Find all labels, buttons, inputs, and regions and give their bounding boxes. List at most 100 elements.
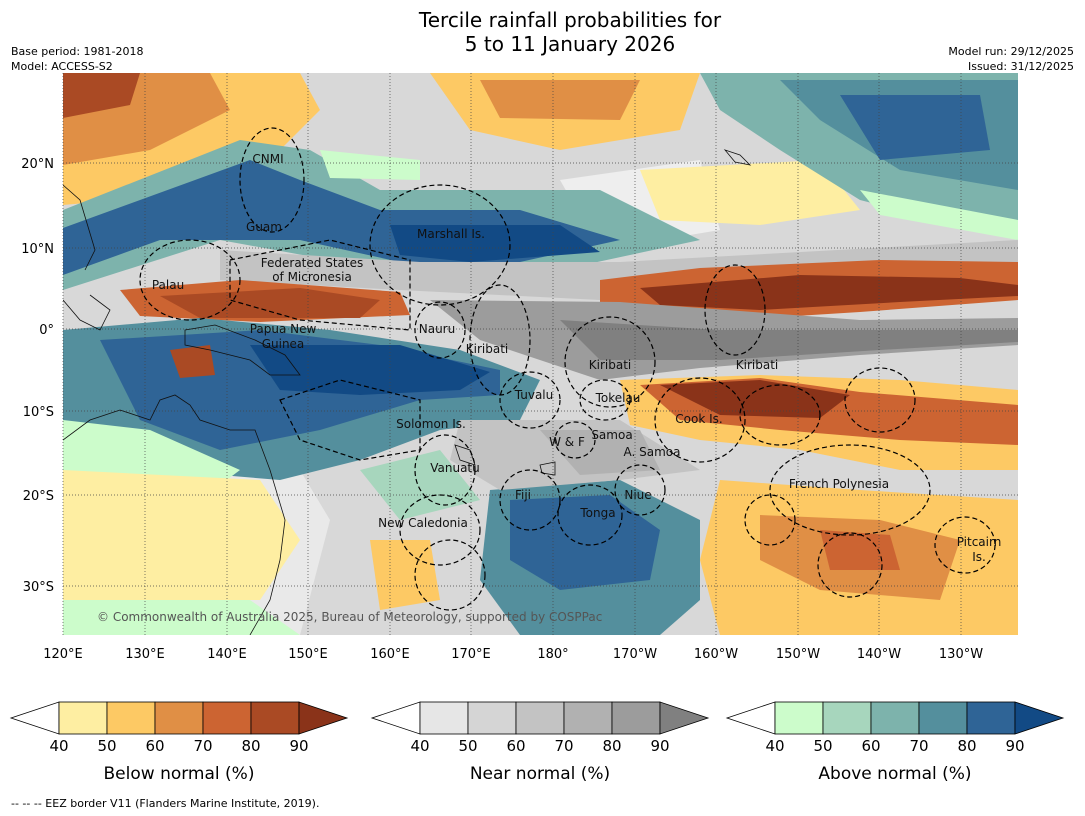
colorbar-tick: 70 <box>909 737 928 755</box>
copyright-credit: © Commonwealth of Australia 2025, Bureau… <box>97 610 602 624</box>
model-run: Model run: 29/12/2025 <box>948 45 1074 58</box>
meta-left: Base period: 1981-2018 Model: ACCESS-S2 <box>11 44 143 74</box>
colorbar-segment <box>419 701 469 735</box>
label-new-caledonia: New Caledonia <box>378 516 468 530</box>
colorbar-tick: 40 <box>49 737 68 755</box>
label-vanuatu: Vanuatu <box>430 461 480 475</box>
colorbar-tick: 50 <box>813 737 832 755</box>
label-tonga: Tonga <box>579 506 615 520</box>
colorbar-tick: 80 <box>602 737 621 755</box>
base-period: Base period: 1981-2018 <box>11 45 144 58</box>
issued-date: Issued: 31/12/2025 <box>967 60 1074 73</box>
colorbars: 40 50 60 70 80 90 Below normal (%) 40 50 60 70 80 90… <box>9 701 1065 784</box>
colorbar-tick: 50 <box>458 737 477 755</box>
colorbar-segment <box>966 701 1016 735</box>
label-french-polynesia: French Polynesia <box>789 477 889 491</box>
lon-label: 150°W <box>776 647 820 662</box>
colorbar-tick: 40 <box>765 737 784 755</box>
colorbar-segment <box>611 701 661 735</box>
longitude-labels: 120°E 130°E 140°E 150°E 160°E 170°E 180°… <box>43 647 983 662</box>
label-kiribati-east: Kiribati <box>736 358 778 372</box>
colorbar-above: 40 50 60 70 80 90 Above normal (%) <box>725 701 1065 784</box>
label-kiribati-west: Kiribati <box>466 342 508 356</box>
graticule <box>62 73 1018 635</box>
colorbar-label: Near normal (%) <box>470 764 610 784</box>
colorbar-segment <box>822 701 872 735</box>
model-name: Model: ACCESS-S2 <box>11 60 113 73</box>
colorbar-segment <box>467 701 517 735</box>
label-tokelau: Tokelau <box>595 391 641 405</box>
label-pitcairn-2: Is. <box>972 550 986 564</box>
lat-label: 20°N <box>21 157 54 172</box>
colorbar-extend-low <box>9 701 60 735</box>
colorbar-extend-high <box>1014 701 1065 735</box>
label-cnmi: CNMI <box>252 152 283 166</box>
lon-label: 140°W <box>857 647 901 662</box>
colorbar-tick: 90 <box>650 737 669 755</box>
colorbar-tick: 60 <box>145 737 164 755</box>
colorbar-segment <box>774 701 824 735</box>
label-samoa: Samoa <box>591 428 632 442</box>
lon-label: 160°E <box>370 647 410 662</box>
label-niue: Niue <box>624 488 651 502</box>
label-marshall: Marshall Is. <box>417 227 485 241</box>
lat-label: 10°N <box>21 242 54 257</box>
colorbar-extend-low <box>725 701 776 735</box>
colorbar-near: 40 50 60 70 80 90 Near normal (%) <box>370 701 710 784</box>
lon-label: 120°E <box>43 647 83 662</box>
label-tuvalu: Tuvalu <box>514 388 554 402</box>
label-kiribati-central: Kiribati <box>589 358 631 372</box>
colorbar-tick: 60 <box>861 737 880 755</box>
colorbar-segment <box>106 701 156 735</box>
colorbar-tick: 90 <box>1005 737 1024 755</box>
colorbar-segment <box>250 701 300 735</box>
lon-label: 130°W <box>939 647 983 662</box>
colorbar-tick: 40 <box>410 737 429 755</box>
label-png-2: Guinea <box>262 337 305 351</box>
colorbar-tick: 70 <box>554 737 573 755</box>
colorbar-tick: 60 <box>506 737 525 755</box>
lon-label: 140°E <box>207 647 247 662</box>
label-solomon: Solomon Is. <box>396 417 466 431</box>
lat-label: 10°S <box>23 405 54 420</box>
label-wallis-futuna: W & F <box>549 435 585 449</box>
lon-label: 180° <box>537 647 568 662</box>
lat-label: 20°S <box>23 489 54 504</box>
colorbar-segment <box>563 701 613 735</box>
colorbar-tick: 70 <box>193 737 212 755</box>
place-labels: CNMI Guam Marshall Is. Federated States … <box>152 152 1001 564</box>
title-line-2: 5 to 11 January 2026 <box>464 32 676 56</box>
lat-label: 30°S <box>23 580 54 595</box>
colorbar-segment <box>202 701 252 735</box>
rainfall-field <box>63 73 1018 635</box>
label-nauru: Nauru <box>419 322 455 336</box>
colorbar-segment <box>870 701 920 735</box>
label-pitcairn-1: Pitcairn <box>957 535 1002 549</box>
lon-label: 170°W <box>613 647 657 662</box>
colorbar-tick: 90 <box>289 737 308 755</box>
label-am-samoa: A. Samoa <box>624 445 681 459</box>
label-cook: Cook Is. <box>675 412 722 426</box>
colorbar-below: 40 50 60 70 80 90 Below normal (%) <box>9 701 349 784</box>
coastlines <box>63 149 752 635</box>
label-fsm-1: Federated States <box>261 256 363 270</box>
colorbar-tick: 50 <box>97 737 116 755</box>
label-guam: Guam <box>246 220 282 234</box>
colorbar-extend-high <box>298 701 349 735</box>
colorbar-segment <box>918 701 968 735</box>
label-palau: Palau <box>152 278 184 292</box>
latitude-labels: 20°N 10°N 0° 10°S 20°S 30°S <box>21 157 54 595</box>
lon-label: 130°E <box>125 647 165 662</box>
colorbar-extend-high <box>659 701 710 735</box>
colorbar-extend-low <box>370 701 421 735</box>
colorbar-segment <box>515 701 565 735</box>
eez-borders <box>139 127 996 611</box>
lat-label: 0° <box>39 323 54 338</box>
title-line-1: Tercile rainfall probabilities for <box>418 8 722 32</box>
colorbar-label: Below normal (%) <box>104 764 255 784</box>
colorbar-label: Above normal (%) <box>818 764 971 784</box>
lon-label: 170°E <box>451 647 491 662</box>
label-fiji: Fiji <box>515 488 531 502</box>
colorbar-segment <box>154 701 204 735</box>
